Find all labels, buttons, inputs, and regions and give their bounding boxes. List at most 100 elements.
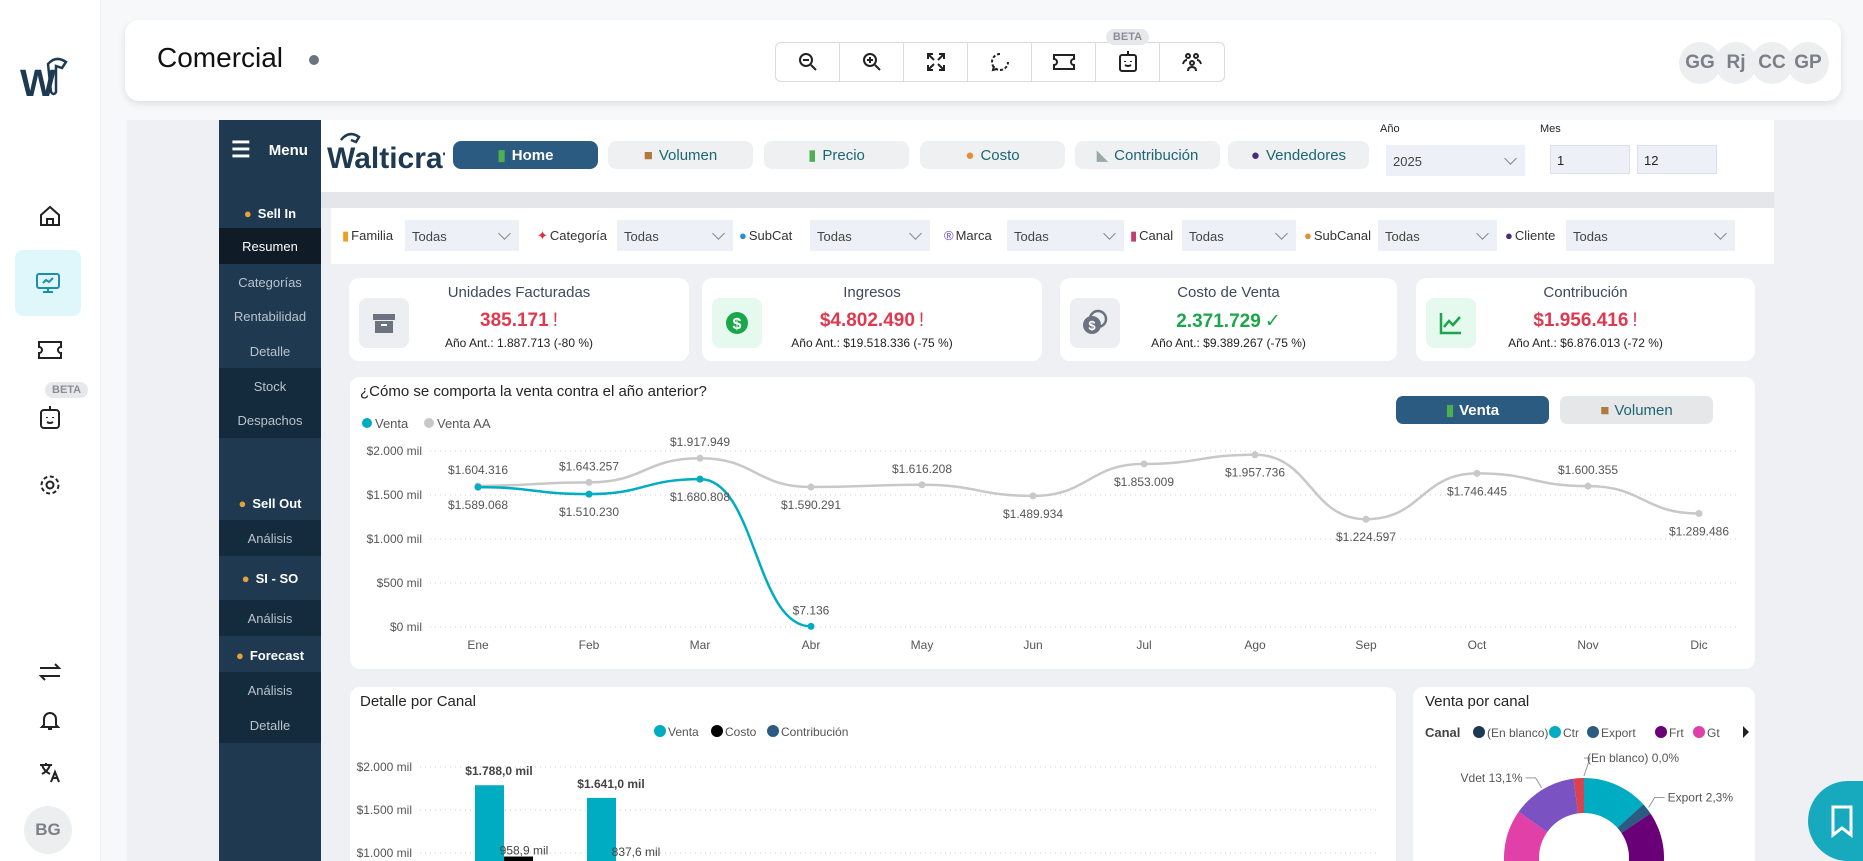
bot-icon (1118, 51, 1137, 72)
nav-volumen[interactable]: ■ Volumen (608, 141, 753, 169)
filter-subcanal-select[interactable]: Todas (1378, 220, 1497, 251)
menu-item[interactable]: Análisis (219, 520, 321, 556)
bot-button[interactable]: BETA (1096, 29, 1160, 81)
swap-icon[interactable] (30, 652, 70, 692)
legend-label: Venta AA (437, 416, 491, 431)
bell-icon[interactable] (30, 700, 70, 740)
avatar[interactable]: GG (1679, 42, 1721, 84)
ticket-icon[interactable] (30, 330, 70, 370)
data-point (585, 478, 593, 486)
refresh-icon (990, 53, 1009, 72)
legend-marker (1473, 726, 1485, 738)
toggle-venta-button[interactable]: ▮ Venta (1396, 396, 1549, 424)
bot-icon[interactable] (30, 398, 70, 438)
avatar[interactable]: GP (1787, 42, 1829, 84)
legend-marker (1587, 726, 1599, 738)
translate-icon[interactable] (30, 752, 70, 792)
beta-badge: BETA (45, 382, 89, 398)
data-point (1362, 515, 1370, 523)
filter-canal-select[interactable]: Todas (1182, 220, 1296, 251)
data-point (807, 483, 815, 491)
menu-item-label: Forecast (249, 647, 305, 663)
toolbar: BETA (775, 29, 1225, 82)
menu-item[interactable]: Categorías (219, 264, 321, 300)
filter-label: ✦ Categoría (537, 228, 607, 243)
menu-item[interactable]: Resumen (219, 228, 321, 264)
filter-familia-select[interactable]: Todas (405, 220, 519, 251)
menu-item-label: Despachos (237, 412, 303, 428)
data-label: $1.641,0 mil (577, 777, 644, 791)
x-tick-label: Ene (467, 638, 489, 652)
slice-gt (1504, 811, 1580, 861)
nav-contribución[interactable]: ◣ Contribución (1075, 141, 1220, 169)
menu-toggle[interactable]: ☰ Menu (219, 132, 321, 168)
avatar[interactable]: CC (1751, 42, 1793, 84)
team-button[interactable] (1160, 43, 1224, 81)
nav-precio[interactable]: ▮ Precio (764, 141, 909, 169)
ticket-button[interactable] (1032, 43, 1096, 81)
menu-item[interactable]: Stock (219, 368, 321, 404)
kpi-status-icon: ! (552, 310, 558, 331)
zoom-in-button[interactable] (840, 43, 904, 81)
kpi-title: Costo de Venta (1177, 284, 1280, 301)
chart-icon: ▮ (497, 147, 506, 164)
filter-label: ▮ Familia (342, 228, 394, 243)
slice-vdet (1518, 778, 1579, 833)
home-icon[interactable] (30, 196, 70, 236)
data-label: $1.589.068 (448, 498, 508, 512)
registered-icon: ® (944, 228, 954, 243)
kpi-previous: Año Ant.: $6.876.013 (-72 %) (1508, 336, 1663, 350)
avatar[interactable]: Rj (1715, 42, 1757, 84)
toggle-volumen-button[interactable]: ■ Volumen (1560, 396, 1713, 424)
data-label: $1.680.808 (670, 490, 730, 504)
user-avatar[interactable]: BG (24, 806, 72, 854)
filter-label: ● SubCat (739, 228, 793, 243)
line-chart: Venta Venta AA $0 mil $500 mil $1.000 mil $1.… (362, 416, 1740, 652)
monitor-icon[interactable] (15, 250, 81, 316)
filter-cliente-select[interactable]: Todas (1566, 220, 1735, 251)
sales-vs-last-year-card: ¿Cómo se comporta la venta contra el año… (350, 377, 1755, 669)
data-point (474, 483, 482, 491)
month-to-input[interactable]: 12 (1637, 145, 1717, 174)
menu-item[interactable]: Despachos (219, 402, 321, 438)
legend-next-arrow[interactable] (1743, 726, 1749, 738)
year-select[interactable]: 2025 (1386, 145, 1525, 176)
bar-venta (587, 797, 616, 861)
legend-marker (767, 725, 779, 737)
data-label: $1.788,0 mil (465, 764, 532, 778)
slice-label: Export 2,3% (1668, 791, 1734, 805)
menu-item[interactable]: ● Sell Out (219, 485, 321, 521)
menu-item[interactable]: Rentabilidad (219, 298, 321, 334)
kpi-previous: Año Ant.: $19.518.336 (-75 %) (791, 336, 953, 350)
menu-item-label: Sell In (257, 205, 297, 221)
nav-label: Contribución (1114, 146, 1199, 164)
gear-icon[interactable] (30, 465, 70, 505)
filter-bar: ▮ Familia Todas ✦ Categoría Todas ● SubCat Todas… (331, 208, 1774, 264)
menu-item-label: Sell Out (252, 495, 302, 511)
menu-item[interactable]: Análisis (219, 672, 321, 708)
nav-home[interactable]: ▮ Home (453, 141, 598, 169)
nav-vendedores[interactable]: ● Vendedores (1228, 141, 1369, 169)
data-label: $1.604.316 (448, 463, 508, 477)
slice-ctr (1584, 778, 1644, 828)
page-title: Comercial (157, 42, 284, 73)
filter-marca-select[interactable]: Todas (1007, 220, 1124, 251)
month-from-input[interactable]: 1 (1550, 145, 1630, 174)
menu-item[interactable]: ● SI - SO (219, 560, 321, 596)
menu-item[interactable]: ● Sell In (219, 195, 321, 231)
chart-line-icon (1426, 298, 1476, 348)
person-icon: ● (1250, 146, 1260, 164)
refresh-button[interactable] (968, 43, 1032, 81)
menu-item[interactable]: Detalle (219, 333, 321, 369)
hamburger-icon: ☰ (231, 137, 251, 162)
nav-costo[interactable]: ● Costo (920, 141, 1065, 169)
zoom-out-button[interactable] (776, 43, 840, 81)
filter-subcat-select[interactable]: Todas (810, 220, 930, 251)
data-label: $1.957.736 (1225, 466, 1285, 480)
menu-item[interactable]: ● Forecast (219, 637, 321, 673)
dollar-icon: $ (712, 298, 762, 348)
menu-item[interactable]: Detalle (219, 707, 321, 743)
menu-item[interactable]: Análisis (219, 600, 321, 636)
fullscreen-button[interactable] (904, 43, 968, 81)
filter-categoría-select[interactable]: Todas (617, 220, 733, 251)
